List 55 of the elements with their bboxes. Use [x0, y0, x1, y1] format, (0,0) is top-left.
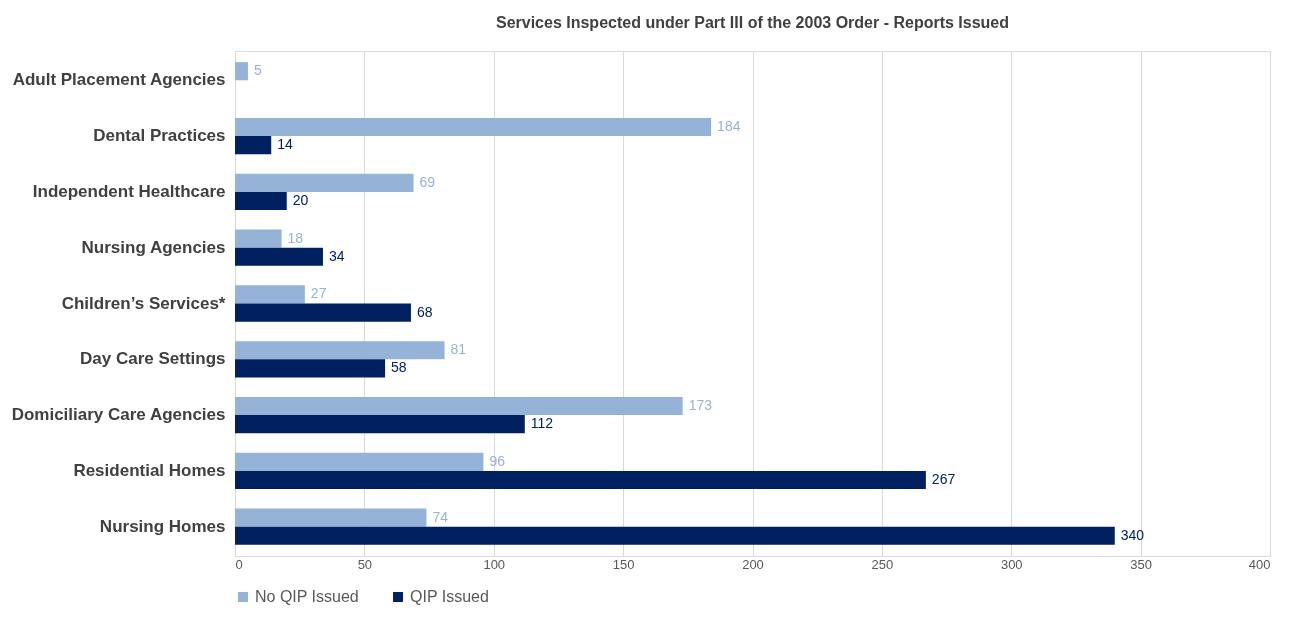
chart-title: Services Inspected under Part III of the 2003 Order - Reports Issued	[495, 14, 1010, 31]
x-tick-label: 50	[357, 556, 373, 572]
x-tick-label: 100	[483, 556, 506, 572]
y-tick-label: Independent Healthcare	[32, 181, 226, 201]
bar	[235, 526, 1115, 545]
bar	[235, 359, 386, 378]
y-tick-label: Nursing Homes	[99, 516, 226, 536]
data-label: 27	[310, 285, 327, 302]
legend-label: QIP Issued	[410, 588, 489, 605]
data-label: 267	[931, 470, 956, 487]
bar	[235, 117, 712, 137]
y-tick-label: Adult Placement Agencies	[12, 70, 226, 90]
bar	[235, 191, 287, 211]
data-label: 34	[328, 247, 345, 264]
data-label: 184	[717, 118, 741, 135]
bar	[235, 173, 414, 192]
bar	[235, 62, 248, 81]
data-label: 68	[416, 303, 433, 320]
bar	[235, 229, 282, 248]
bar	[235, 452, 484, 471]
x-tick-label: 200	[742, 556, 764, 572]
data-label: 112	[530, 415, 554, 432]
bar	[235, 341, 445, 360]
bar	[235, 285, 305, 304]
data-label: 69	[419, 173, 436, 190]
bar	[235, 396, 683, 416]
bar	[235, 415, 525, 434]
x-tick-label: 300	[1000, 556, 1023, 572]
data-label: 96	[489, 452, 506, 469]
y-tick-label: Domiciliary Care Agencies	[11, 405, 226, 425]
x-tick-label: 0	[235, 556, 243, 572]
data-label: 340	[1120, 526, 1145, 543]
y-tick-label: Day Care Settings	[80, 349, 226, 369]
x-tick-label: 250	[871, 556, 894, 572]
bar	[235, 136, 272, 155]
bar	[235, 303, 411, 322]
data-label: 173	[688, 397, 713, 414]
data-label: 5	[253, 62, 262, 79]
data-label: 81	[450, 341, 467, 358]
y-tick-label: Residential Homes	[73, 460, 226, 480]
x-tick-label: 400	[1248, 556, 1271, 572]
x-tick-label: 350	[1130, 556, 1152, 572]
legend-label: No QIP Issued	[255, 588, 359, 605]
y-tick-label: Nursing Agencies	[81, 237, 226, 257]
x-tick-label: 150	[612, 556, 635, 572]
bar	[235, 508, 427, 527]
y-tick-label: Children’s Services*	[61, 293, 226, 313]
data-label: 14	[277, 136, 294, 153]
data-label: 58	[391, 359, 407, 376]
data-label: 18	[287, 229, 304, 246]
bar	[235, 470, 926, 490]
bar	[235, 247, 323, 266]
y-tick-label: Dental Practices	[93, 126, 226, 146]
data-label: 20	[292, 191, 309, 208]
data-label: 74	[432, 508, 449, 525]
